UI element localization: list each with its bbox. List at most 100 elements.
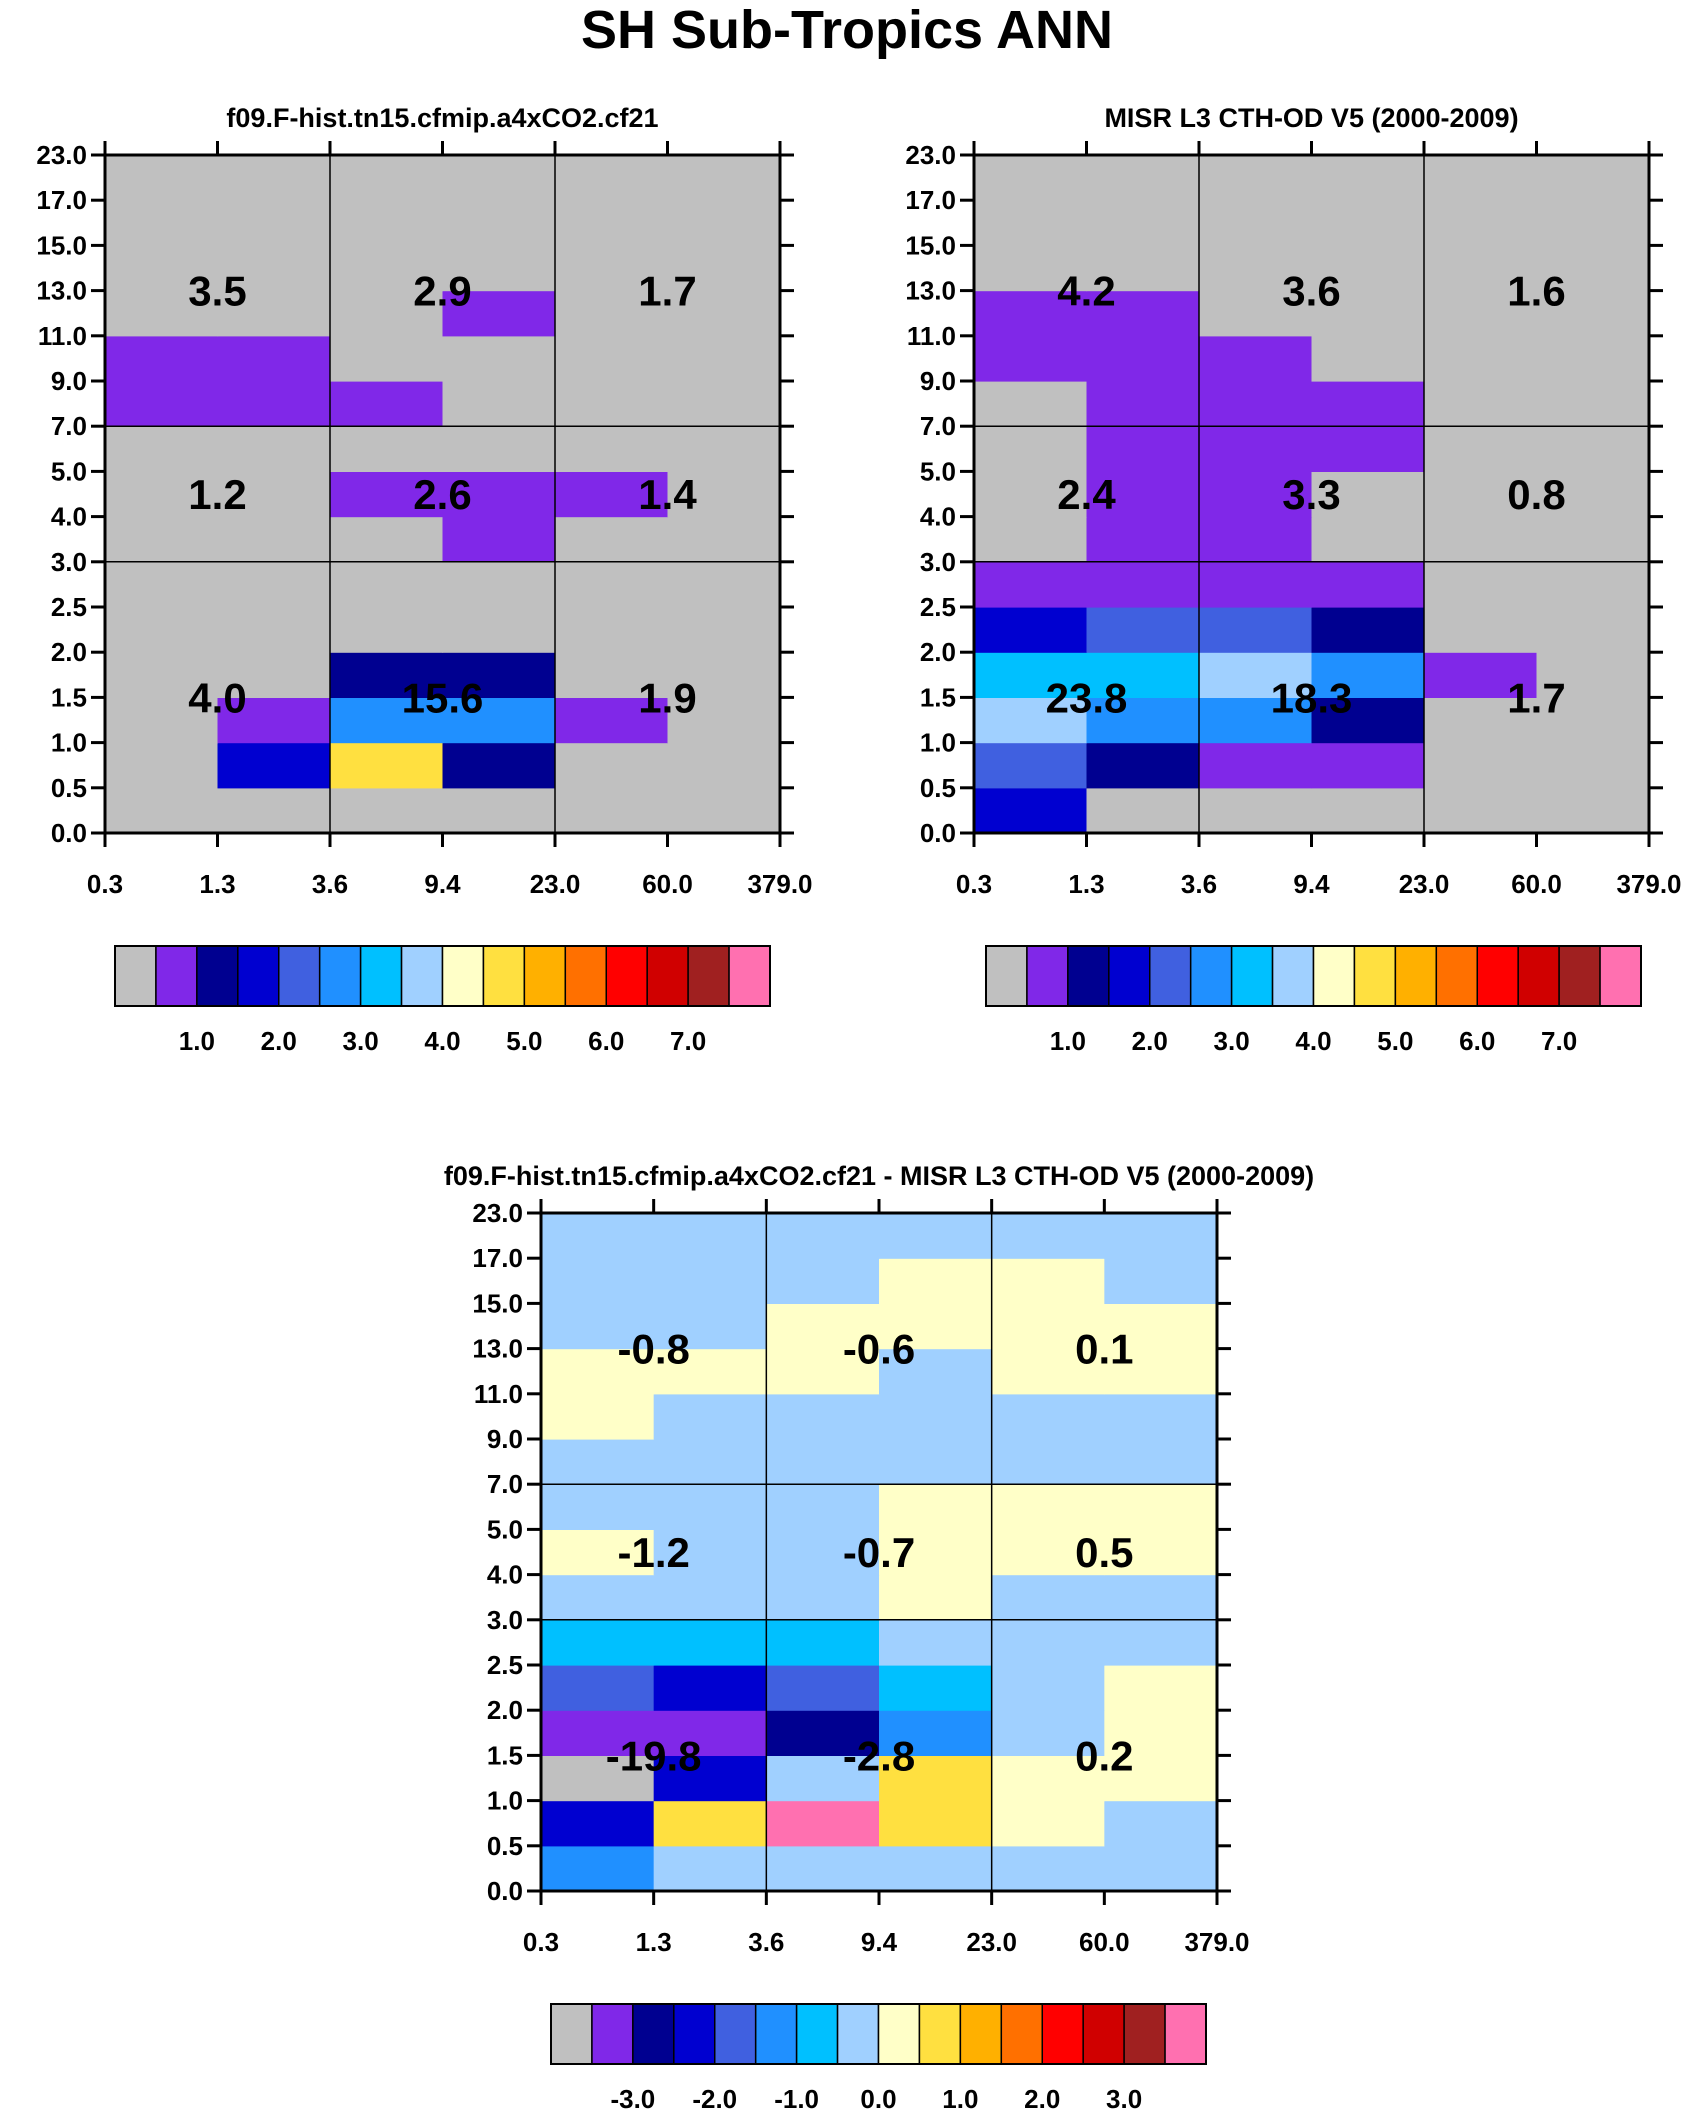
heatmap-cell <box>974 155 1088 201</box>
heatmap-cell <box>1311 381 1425 427</box>
heatmap-cell <box>555 200 669 246</box>
heatmap-cell <box>330 426 444 472</box>
heatmap-cell <box>766 1800 880 1847</box>
heatmap-cell <box>1311 245 1425 292</box>
y-tick-label: 5.0 <box>51 456 87 486</box>
heatmap-cell <box>541 1439 655 1485</box>
heatmap-cell <box>1536 426 1650 472</box>
colorbar-swatch <box>1517 945 1560 1007</box>
colorbar-swatch <box>400 945 444 1007</box>
heatmap-cell <box>879 1665 993 1711</box>
heatmap-cell <box>1086 471 1200 518</box>
y-tick-label: 1.5 <box>487 1740 523 1770</box>
heatmap-cell <box>1536 697 1650 744</box>
heatmap-cell <box>991 1710 1105 1756</box>
heatmap-cell <box>1104 1303 1218 1350</box>
heatmap-cell <box>442 516 556 563</box>
heatmap-cell <box>879 1258 993 1304</box>
y-tick-label: 11.0 <box>38 321 87 351</box>
heatmap-cell <box>541 1665 655 1711</box>
heatmap-cell <box>1311 290 1425 337</box>
heatmap-cell <box>1536 652 1650 698</box>
region-total-label: 0.5 <box>1075 1529 1133 1576</box>
heatmap-cell <box>1086 290 1200 337</box>
heatmap-cell <box>217 471 331 518</box>
y-tick-label: 9.0 <box>920 366 956 396</box>
heatmap-cell <box>991 1258 1105 1304</box>
heatmap-cell <box>1311 200 1425 246</box>
heatmap-cell <box>667 652 781 698</box>
heatmap-cell <box>1199 652 1313 698</box>
heatmap-cell <box>653 1439 767 1485</box>
y-tick-label: 2.0 <box>487 1695 523 1725</box>
y-tick-label: 23.0 <box>36 140 87 170</box>
heatmap-cell <box>105 561 219 608</box>
heatmap-cell <box>1104 1665 1218 1711</box>
x-tick-label: 0.3 <box>523 1927 559 1957</box>
colorbar-swatch <box>441 945 485 1007</box>
heatmap-cell <box>555 471 669 518</box>
colorbar-label: 2.0 <box>261 1026 297 1056</box>
heatmap-cell <box>105 697 219 744</box>
heatmap-cell <box>991 1348 1105 1395</box>
heatmap-cell <box>766 1529 880 1576</box>
region-total-label: 1.9 <box>638 674 696 721</box>
colorbar-frame <box>114 945 771 1007</box>
heatmap-cell <box>1424 471 1538 518</box>
heatmap-cell <box>667 787 781 834</box>
heatmap-cell <box>1199 516 1313 563</box>
heatmap-cell <box>1424 290 1538 337</box>
heatmap-cell <box>766 1710 880 1756</box>
y-tick-label: 1.5 <box>51 682 87 712</box>
heatmap-cell <box>442 742 556 789</box>
colorbar-swatch <box>482 945 526 1007</box>
heatmap-cell <box>1536 155 1650 201</box>
heatmap-cell <box>442 787 556 834</box>
colorbar-swatch <box>1082 2003 1125 2065</box>
y-tick-label: 17.0 <box>472 1243 523 1273</box>
heatmap-cell <box>330 290 444 337</box>
heatmap-cell <box>1536 516 1650 563</box>
heatmap-cell <box>766 1574 880 1621</box>
heatmap-cell <box>991 1574 1105 1621</box>
heatmap-cell <box>1536 200 1650 246</box>
heatmap-cell <box>879 1574 993 1621</box>
y-tick-label: 11.0 <box>907 321 956 351</box>
heatmap-cell <box>330 200 444 246</box>
colorbar-label: 3.0 <box>1214 1026 1250 1056</box>
heatmap-cell <box>653 1710 767 1756</box>
heatmap-cell <box>1104 1348 1218 1395</box>
heatmap-cell <box>1086 652 1200 698</box>
colorbar-swatch <box>959 2003 1003 2065</box>
region-total-label: 1.6 <box>1507 268 1565 315</box>
colorbar-swatch <box>1476 945 1519 1007</box>
heatmap-cell <box>1104 1213 1218 1259</box>
heatmap-cell <box>879 1393 993 1440</box>
heatmap-cell <box>442 155 556 201</box>
heatmap-cell <box>1104 1574 1218 1621</box>
y-tick-label: 7.0 <box>51 411 87 441</box>
heatmap-cell <box>1086 381 1200 427</box>
colorbar-label: 7.0 <box>1541 1026 1577 1056</box>
heatmap-cell <box>974 245 1088 292</box>
colorbar-swatch <box>1041 2003 1084 2065</box>
heatmap-cell <box>879 1619 993 1666</box>
y-tick-label: 7.0 <box>487 1469 523 1499</box>
heatmap-cell <box>1311 335 1425 382</box>
heatmap-cell <box>105 426 219 472</box>
heatmap-cell <box>653 1574 767 1621</box>
heatmap-cell <box>1536 561 1650 608</box>
colorbar-swatch <box>673 2003 716 2065</box>
colorbar-swatch <box>1599 945 1642 1007</box>
heatmap-cell <box>555 561 669 608</box>
colorbar-swatch <box>523 945 567 1007</box>
heatmap-cell <box>879 1710 993 1756</box>
colorbar-swatch <box>1149 945 1192 1007</box>
heatmap-cell <box>555 787 669 834</box>
y-tick-label: 23.0 <box>472 1198 523 1228</box>
heatmap-cell <box>541 1303 655 1350</box>
heatmap-cell <box>1104 1258 1218 1304</box>
y-tick-label: 2.0 <box>51 637 87 667</box>
heatmap-cell <box>991 1393 1105 1440</box>
heatmap-cell <box>555 155 669 201</box>
